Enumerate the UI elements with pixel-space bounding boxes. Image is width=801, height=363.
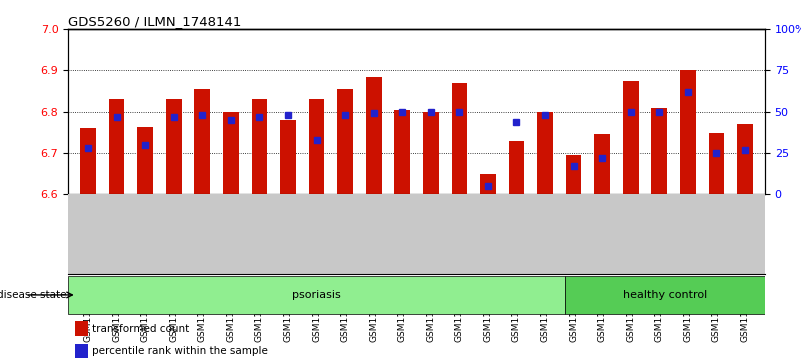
Bar (75, 322, 87, 336)
Text: percentile rank within the sample: percentile rank within the sample (92, 346, 268, 356)
Bar (366, 77, 381, 194)
Bar (623, 81, 638, 194)
Bar (68, 276, 565, 314)
Bar (480, 174, 496, 194)
Bar (651, 108, 667, 194)
Bar (337, 89, 353, 194)
Text: healthy control: healthy control (623, 290, 707, 300)
Bar (308, 99, 324, 194)
Text: transformed count: transformed count (92, 323, 190, 334)
Bar (109, 99, 124, 194)
Bar (737, 124, 753, 194)
Bar (537, 112, 553, 194)
Bar (423, 112, 439, 194)
Bar (280, 120, 296, 194)
Bar (223, 112, 239, 194)
Bar (252, 99, 268, 194)
Text: disease state: disease state (0, 290, 66, 300)
Bar (75, 344, 87, 358)
Bar (565, 276, 765, 314)
Bar (566, 155, 582, 194)
Bar (394, 110, 410, 194)
Bar (509, 140, 525, 194)
Bar (137, 127, 153, 194)
Text: GDS5260 / ILMN_1748141: GDS5260 / ILMN_1748141 (68, 15, 241, 28)
Bar (80, 128, 96, 194)
Bar (709, 133, 724, 194)
Text: psoriasis: psoriasis (292, 290, 341, 300)
Bar (452, 83, 467, 194)
Bar (166, 99, 182, 194)
Bar (594, 134, 610, 194)
Bar (680, 70, 696, 194)
Bar (195, 89, 210, 194)
